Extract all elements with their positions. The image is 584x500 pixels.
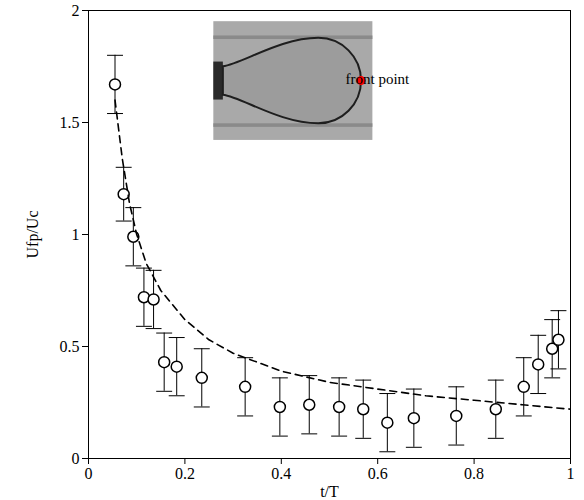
svg-text:0: 0 [72, 450, 80, 467]
svg-text:1: 1 [567, 465, 575, 482]
svg-text:2: 2 [72, 2, 80, 19]
svg-text:1: 1 [72, 226, 80, 243]
svg-text:Ufp/Uc: Ufp/Uc [24, 211, 42, 259]
svg-text:0.8: 0.8 [464, 465, 484, 482]
svg-text:front point: front point [346, 71, 411, 87]
svg-text:0.2: 0.2 [175, 465, 195, 482]
svg-text:0.6: 0.6 [368, 465, 388, 482]
svg-text:1.5: 1.5 [60, 114, 80, 131]
svg-text:0: 0 [85, 465, 93, 482]
svg-text:0.4: 0.4 [271, 465, 291, 482]
svg-text:0.5: 0.5 [60, 338, 80, 355]
svg-text:t/T: t/T [320, 483, 339, 500]
